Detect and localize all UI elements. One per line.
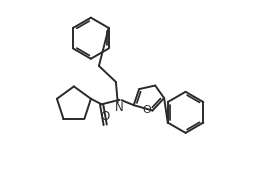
Text: O: O — [142, 105, 151, 115]
Text: N: N — [115, 101, 123, 114]
Text: O: O — [100, 110, 109, 123]
